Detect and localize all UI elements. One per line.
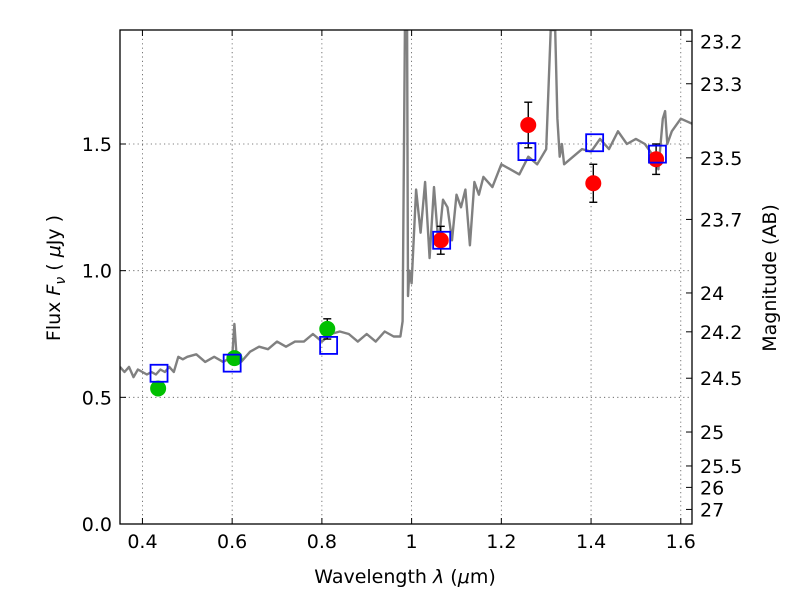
model-point (517, 142, 537, 162)
data-point (585, 175, 602, 192)
y-tick-label: 1.0 (82, 261, 112, 283)
mag-tick-label: 25 (700, 422, 724, 444)
data-point (432, 232, 449, 249)
spectrum-layer (120, 30, 692, 379)
mag-tick-label: 23.5 (700, 148, 742, 170)
tick-layer: 0.4 0.6 0.8 1 1.2 1.4 1.6 0.0 0.5 1.0 1.5 23.2 23.3 2… (82, 30, 742, 553)
x-axis-label: Wavelength λ (μm) (314, 566, 495, 588)
mag-tick-label: 25.5 (700, 456, 742, 478)
model-point (585, 133, 605, 153)
mag-tick-label: 27 (700, 499, 724, 521)
model-point (222, 353, 242, 373)
x-tick-label: 0.4 (127, 531, 157, 553)
grid-layer (120, 30, 692, 524)
mag-tick-label: 24 (700, 283, 724, 305)
model-point (648, 144, 667, 164)
mag-tick-label: 24.5 (700, 368, 742, 390)
y-tick-label: 1.5 (82, 134, 112, 156)
mag-tick-label: 23.3 (700, 74, 742, 96)
x-tick-label: 1.2 (486, 531, 516, 553)
data-point (520, 117, 537, 133)
model-point (149, 363, 169, 383)
marker-layer (149, 101, 667, 397)
x-tick-label: 1 (406, 531, 418, 553)
data-point (150, 380, 167, 397)
mag-tick-label: 23.7 (700, 209, 742, 231)
x-tick-label: 1.6 (666, 531, 696, 553)
x-tick-label: 0.8 (307, 531, 337, 553)
y2-axis-label: Magnitude (AB) (759, 204, 781, 352)
model-point (319, 335, 339, 355)
model-point (432, 230, 452, 250)
plot-frame (119, 29, 693, 525)
mag-tick-label: 23.2 (700, 31, 742, 53)
x-tick-label: 0.6 (217, 531, 247, 553)
data-point (319, 320, 336, 337)
x-tick-label: 1.4 (576, 531, 606, 553)
data-point (648, 151, 665, 168)
spectrum-line (120, 30, 692, 379)
y-tick-label: 0.0 (82, 514, 112, 536)
y-axis-label: Flux Fν ( μJy ) (43, 215, 69, 341)
mag-tick-label: 24.2 (700, 322, 742, 344)
mag-tick-label: 26 (700, 477, 724, 499)
y-tick-label: 0.5 (82, 387, 112, 409)
